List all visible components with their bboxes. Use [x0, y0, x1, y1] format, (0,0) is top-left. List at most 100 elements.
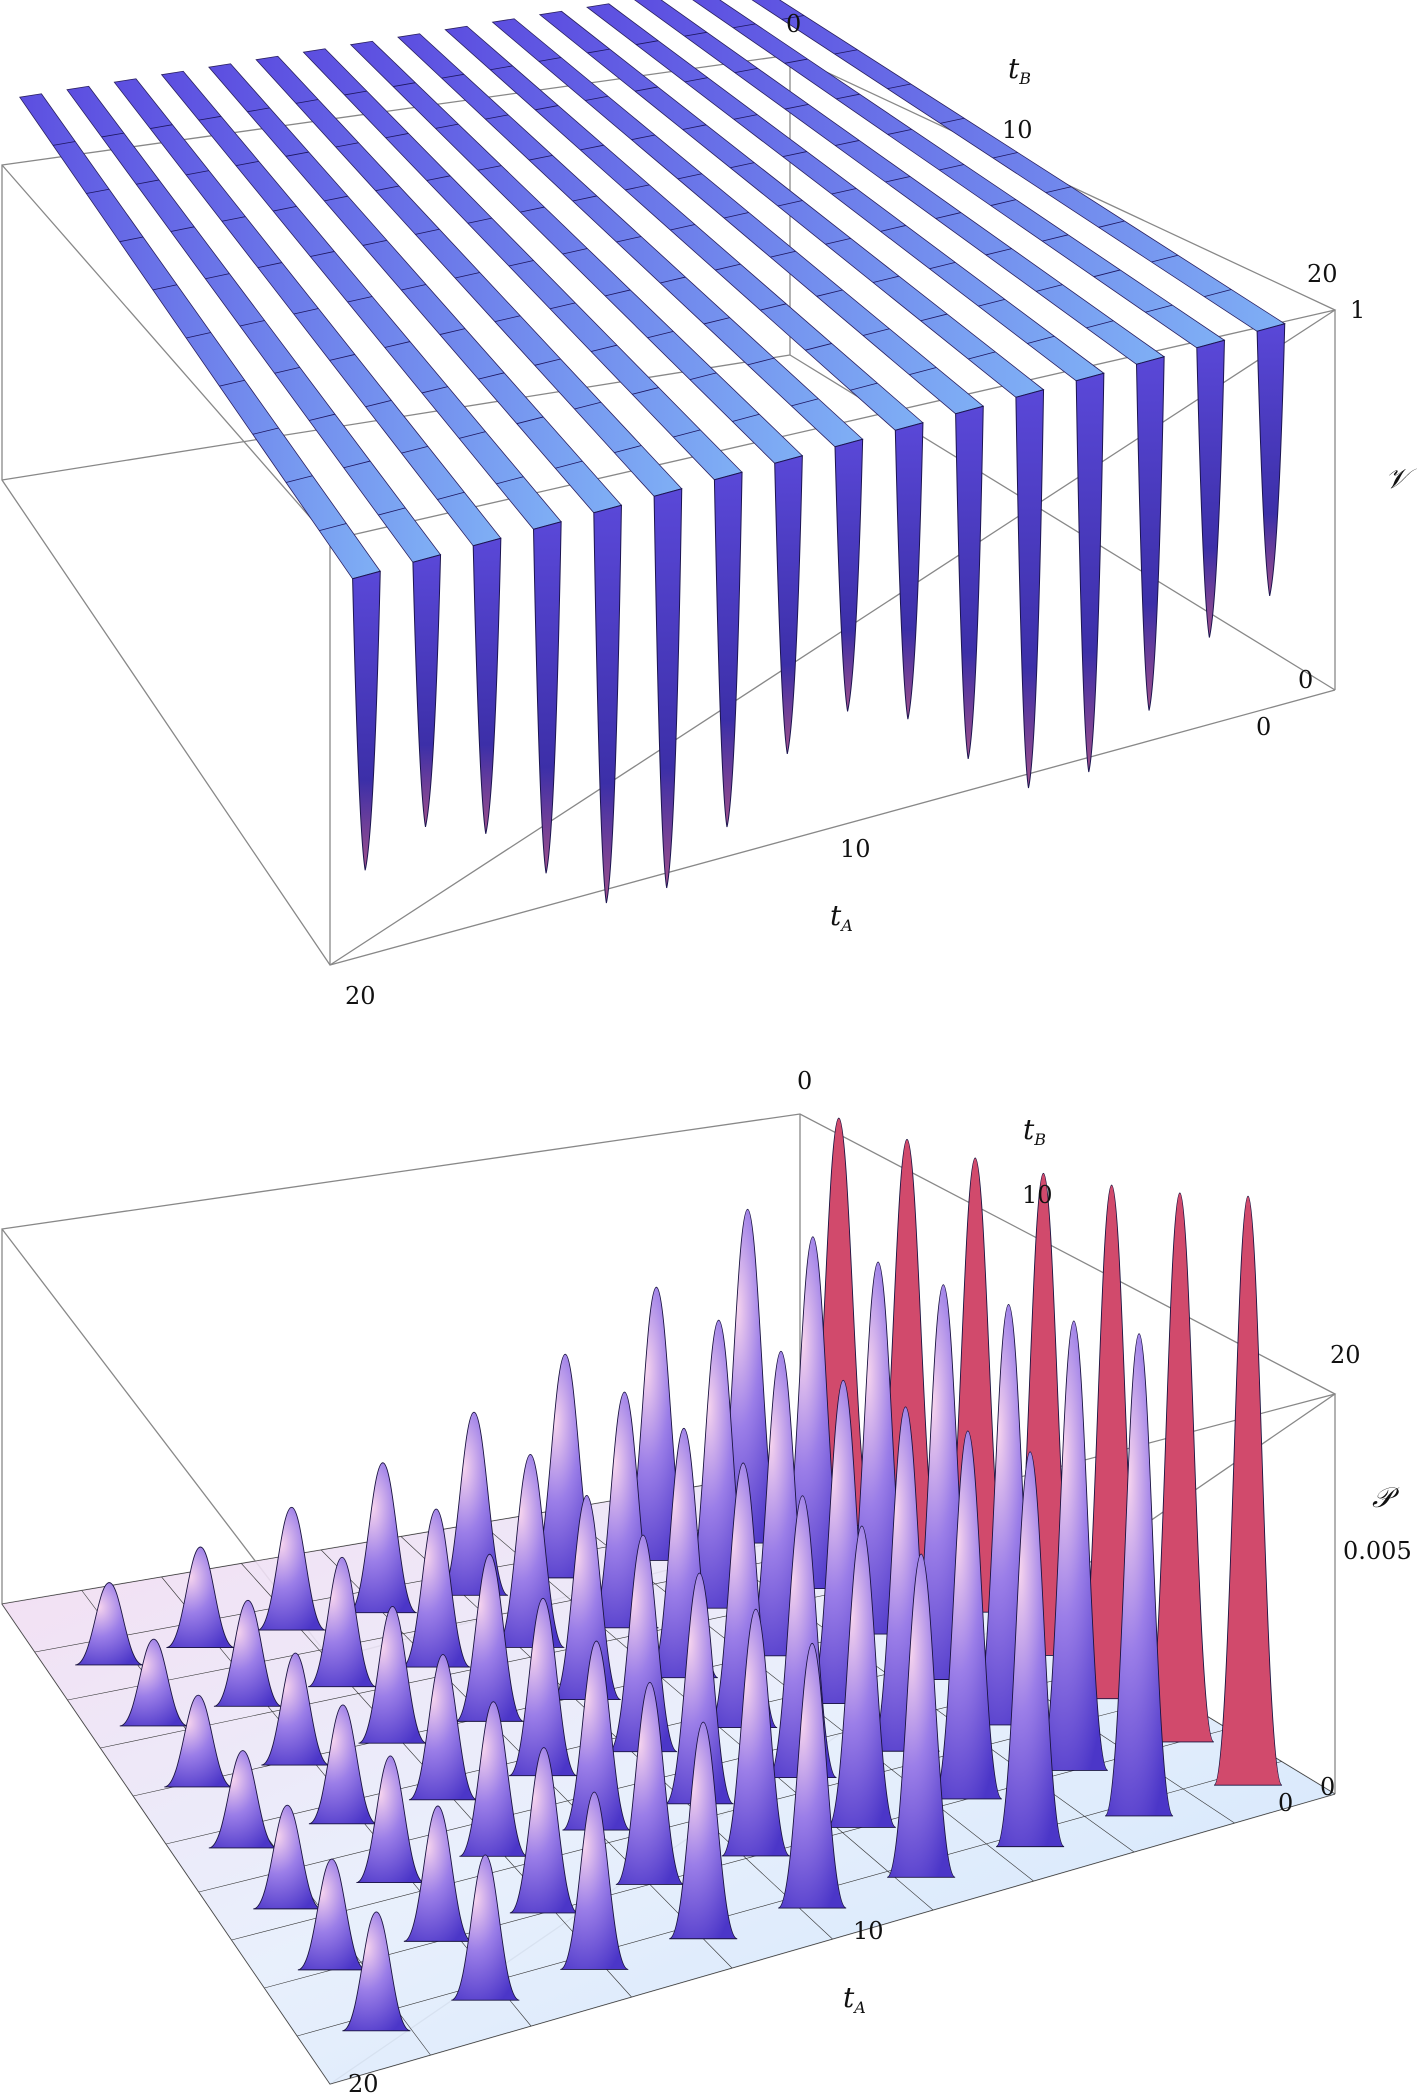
probability-peak [75, 1582, 144, 1666]
ridge-mesh-line [508, 260, 534, 267]
probability-peak [552, 1494, 621, 1700]
ridge-mesh-line [1145, 304, 1173, 313]
ridge-mesh-line [52, 141, 76, 146]
ridge-mesh-line [437, 491, 465, 500]
probability-peak [403, 1805, 473, 1942]
probability-peak [995, 1451, 1065, 1848]
ridge-top-4 [538, 10, 1045, 398]
ridge-face-13 [472, 537, 502, 834]
ridge-face-10 [653, 488, 683, 889]
ridge-mesh-line [529, 155, 553, 161]
ridge-mesh-line [1027, 335, 1055, 344]
ridge-mesh-line [985, 248, 1012, 256]
ridge-face-3 [1075, 372, 1105, 773]
ridge-mesh-line [198, 115, 222, 121]
axis-label-tb: tB [1008, 52, 1031, 88]
ridge-mesh-line [309, 413, 336, 421]
ridge-mesh-line [221, 216, 246, 222]
top-tb-ticks: 0 10 20 [786, 10, 1338, 288]
ridge-face-2 [1136, 356, 1165, 711]
ridge-mesh-line [574, 401, 602, 410]
ridge-mesh-line [732, 413, 760, 422]
probability-peak [439, 1411, 509, 1596]
ridge-mesh-line [467, 217, 492, 224]
tick-tb-20: 20 [1330, 1341, 1361, 1369]
probability-peak [668, 1721, 738, 1940]
tick-ta-20: 20 [345, 982, 376, 1010]
ridge-mesh-line [939, 164, 964, 171]
ridge-mesh-line [293, 308, 319, 315]
ridge-mesh-line [401, 445, 428, 454]
ridge-mesh-line [285, 151, 309, 157]
ridge-mesh-line [152, 284, 178, 291]
tick-ta-0: 0 [1256, 713, 1271, 741]
ridge-mesh-line [347, 296, 373, 303]
ridge-mesh-line [1204, 289, 1232, 298]
ridge-mesh-line [940, 117, 965, 124]
ridge-mesh-line [872, 275, 900, 283]
ridge-mesh-line [401, 284, 427, 291]
probability-peak [342, 1911, 411, 2032]
probability-peak [308, 1704, 378, 1825]
ridge-face-8 [774, 455, 803, 755]
ridge-mesh-line [929, 262, 956, 270]
ridge-mesh-line [634, 86, 658, 92]
ridge-mesh-line [880, 225, 906, 232]
ridge-mesh-line [555, 460, 583, 469]
ridge-mesh-line [990, 199, 1017, 206]
probability-peak [402, 1508, 471, 1668]
ridge-mesh-line [834, 49, 858, 55]
ridge-mesh-line [723, 212, 749, 219]
ridge-mesh-line [760, 303, 787, 311]
ridge-mesh-line [520, 206, 545, 213]
tick-tb-20: 20 [1307, 260, 1338, 288]
ridge-mesh-line [1093, 269, 1121, 278]
ridge-mesh-line [715, 263, 741, 271]
probability-peak [509, 1747, 579, 1914]
probability-peak [721, 1608, 791, 1857]
ridge-mesh-line [439, 328, 466, 335]
ridge-mesh-line [978, 298, 1005, 307]
probability-peak [827, 1525, 897, 1828]
ridge-mesh-line [733, 114, 758, 120]
ridge-mesh-line [703, 317, 730, 325]
ridge-mesh-line [324, 195, 348, 202]
ridge-mesh-line [247, 107, 270, 113]
ridge-mesh-line [385, 133, 409, 139]
ridge-mesh-line [733, 23, 756, 29]
ridge-mesh-line [485, 114, 509, 120]
tick-tb-0: 0 [786, 10, 801, 38]
probability-peak [297, 1858, 367, 1971]
tick-v-1: 1 [1350, 296, 1365, 324]
ridge-face-5 [955, 405, 984, 760]
ridge-mesh-line [150, 124, 173, 129]
ridge-mesh-line [677, 173, 702, 180]
ridge-mesh-line [835, 140, 860, 146]
ridge-mesh-line [186, 170, 210, 176]
tick-v-0: 0 [1298, 666, 1313, 694]
ridge-mesh-line [1086, 320, 1114, 329]
top-ta-ticks: 0 10 20 [345, 713, 1271, 1010]
ridge-face-6 [894, 422, 924, 720]
ridge-mesh-line [625, 184, 650, 191]
ridge-mesh-line [885, 176, 911, 183]
ridge-mesh-line [632, 387, 659, 395]
ridge-mesh-line [490, 65, 513, 71]
ridge-mesh-line [496, 476, 524, 485]
probability-peak [164, 1694, 233, 1788]
ridge-mesh-line [384, 341, 411, 348]
ridge-mesh-line [616, 236, 642, 243]
ridge-mesh-line [1045, 186, 1072, 194]
ridge-mesh-line [538, 57, 562, 62]
probability-peak [455, 1553, 524, 1722]
ridge-mesh-line [747, 357, 775, 366]
ridge-mesh-line [585, 95, 609, 101]
ridge-mesh-line [689, 372, 717, 380]
probability-peak [257, 1506, 326, 1631]
bottom-ta-ticks: 0 10 20 [348, 1789, 1293, 2098]
probability-peak [933, 1430, 1003, 1800]
probability-peak [408, 1654, 478, 1801]
ridge-mesh-line [274, 366, 300, 374]
ridge-mesh-line [920, 313, 948, 322]
ridge-face-14 [412, 554, 442, 828]
